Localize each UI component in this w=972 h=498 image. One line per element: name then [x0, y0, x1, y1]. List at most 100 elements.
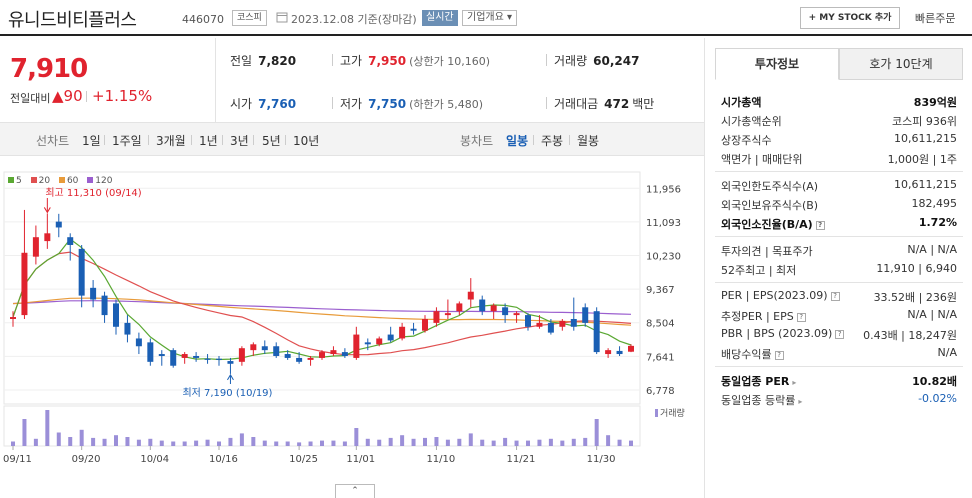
- chart-period-bar: 선차트 1일 1주일 3개월 1년 3년 5년 10년 봉차트 일봉 주봉 월봉: [0, 122, 704, 156]
- candle-body: [273, 346, 280, 356]
- help-icon[interactable]: ?: [830, 292, 840, 301]
- volume-bar: [262, 440, 267, 446]
- help-icon[interactable]: ?: [835, 330, 845, 339]
- week52-label: 52주최고 | 최저: [721, 264, 797, 277]
- candle-body: [330, 350, 337, 355]
- realtime-button[interactable]: 실시간: [422, 10, 458, 26]
- period-3y[interactable]: 3년: [230, 134, 249, 148]
- divider: [546, 97, 547, 109]
- volume-bar: [320, 440, 324, 446]
- period-1w[interactable]: 1주일: [112, 134, 142, 148]
- candle-body: [284, 354, 291, 358]
- candle-body: [44, 233, 51, 242]
- market-badge: 코스피: [232, 10, 267, 26]
- company-info-dropdown[interactable]: 기업개요 ▾: [462, 10, 517, 26]
- x-tick-label: 10/25: [289, 454, 318, 465]
- candle-body: [32, 237, 39, 257]
- collapse-chart-button[interactable]: ⌃: [335, 484, 375, 498]
- stock-header: 유니드비티플러스 446070 코스피 2023.12.08 기준(장마감) 실…: [0, 0, 972, 36]
- divider: [86, 91, 87, 102]
- volume-bar: [377, 439, 382, 446]
- foreign-rate-row: 외국인소진율(B/A)? 1.72%: [715, 213, 963, 232]
- current-price-box: 7,910 전일대비 ▲90 +1.15%: [0, 38, 216, 122]
- candle-body: [628, 345, 634, 352]
- candle-body: [193, 355, 200, 358]
- min-arrow-head: [227, 373, 234, 381]
- volume-bar: [480, 439, 485, 446]
- period-5y[interactable]: 5년: [262, 134, 281, 148]
- volume-bar: [411, 438, 416, 446]
- tab-invest-info[interactable]: 투자정보: [715, 48, 839, 80]
- candle-body: [307, 357, 314, 360]
- candle-body: [216, 358, 222, 360]
- candle-body: [341, 352, 348, 356]
- candle-weekly[interactable]: 주봉: [541, 134, 564, 148]
- high-price: 고가 7,950 (상한가 10,160): [340, 52, 490, 69]
- volume-bar: [617, 439, 622, 446]
- candlestick-chart[interactable]: 11,956 11,093 10,230 9,367 8,504 7,641 6,778 거래…: [0, 170, 704, 488]
- volume-bar: [274, 441, 279, 446]
- volume-bar: [560, 440, 565, 446]
- period-3m[interactable]: 3개월: [156, 134, 186, 148]
- market-cap-group: 시가총액 839억원 시가총액순위 코스피 936위 상장주식수 10,611,215…: [715, 88, 963, 172]
- week52-value: 11,910 | 6,940: [876, 262, 957, 275]
- clock-icon: [276, 12, 288, 23]
- volume-bar: [114, 435, 118, 446]
- amount-value: 472: [604, 97, 630, 111]
- candle-monthly[interactable]: 월봉: [577, 134, 600, 148]
- divider: [148, 135, 149, 145]
- opinion-row: 투자의견 | 목표주가 N/A | N/A: [715, 240, 963, 259]
- peer-per-row[interactable]: 동일업종 PER ▸ 10.82배: [715, 370, 963, 389]
- ma120-legend: 120: [87, 176, 112, 186]
- period-1y[interactable]: 1년: [199, 134, 218, 148]
- x-tick-label: 11/10: [426, 454, 455, 465]
- volume-bar: [56, 432, 61, 446]
- opinion-group: 투자의견 | 목표주가 N/A | N/A 52주최고 | 최저 11,910 | …: [715, 237, 963, 283]
- price-rate: +1.15%: [92, 87, 153, 105]
- candle-body: [147, 342, 154, 362]
- volume-frame: [3, 405, 641, 447]
- market-cap-rank-value: 코스피 936위: [892, 115, 957, 128]
- volume-bar: [45, 410, 50, 446]
- base-date: 2023.12.08 기준(장마감): [291, 13, 417, 26]
- divider: [569, 135, 570, 145]
- volume-legend-swatch: [655, 409, 658, 417]
- peer-per-value: 10.82배: [912, 375, 957, 388]
- candle-body: [124, 322, 131, 335]
- volume-value: 60,247: [593, 54, 640, 68]
- volume-bar: [148, 438, 153, 446]
- prev-close: 전일 7,820: [230, 52, 296, 69]
- foreign-limit-value: 10,611,215: [894, 178, 957, 191]
- help-icon[interactable]: ?: [815, 221, 825, 230]
- candle-body: [490, 305, 497, 312]
- stock-chart[interactable]: 5 20 60 120 11,956 11,093 10,230 9,367 8,504…: [0, 170, 704, 488]
- quick-order-button[interactable]: 빠른주문: [915, 12, 956, 25]
- volume-bar: [285, 441, 290, 446]
- candle-body: [410, 328, 417, 331]
- add-mystock-button[interactable]: + MY STOCK 추가: [800, 7, 900, 29]
- market-cap-label: 시가총액: [721, 96, 762, 109]
- period-1d[interactable]: 1일: [82, 134, 101, 148]
- chevron-right-icon: ▸: [798, 397, 803, 406]
- volume-bar: [434, 437, 439, 446]
- candle-body: [387, 334, 394, 341]
- candle-body: [376, 338, 383, 345]
- candle-daily[interactable]: 일봉: [506, 134, 529, 148]
- help-icon[interactable]: ?: [796, 313, 806, 322]
- candle-body: [616, 350, 623, 355]
- per-label: PER | EPS(2023.09): [721, 289, 828, 302]
- divider: [222, 135, 223, 145]
- divider: [332, 97, 333, 109]
- divider: [533, 135, 534, 145]
- y-tick-label: 11,093: [646, 218, 681, 229]
- period-10y[interactable]: 10년: [293, 134, 320, 148]
- tab-orderbook[interactable]: 호가 10단계: [839, 48, 963, 80]
- volume-bar: [537, 439, 542, 446]
- volume-bar: [297, 442, 302, 446]
- shares-label: 상장주식수: [721, 134, 772, 147]
- volume-bar: [251, 437, 256, 446]
- candle-body: [525, 315, 531, 327]
- peer-rate-row[interactable]: 동일업종 등락률 ▸ -0.02%: [715, 389, 963, 408]
- help-icon[interactable]: ?: [774, 351, 784, 360]
- candle-body: [21, 252, 28, 316]
